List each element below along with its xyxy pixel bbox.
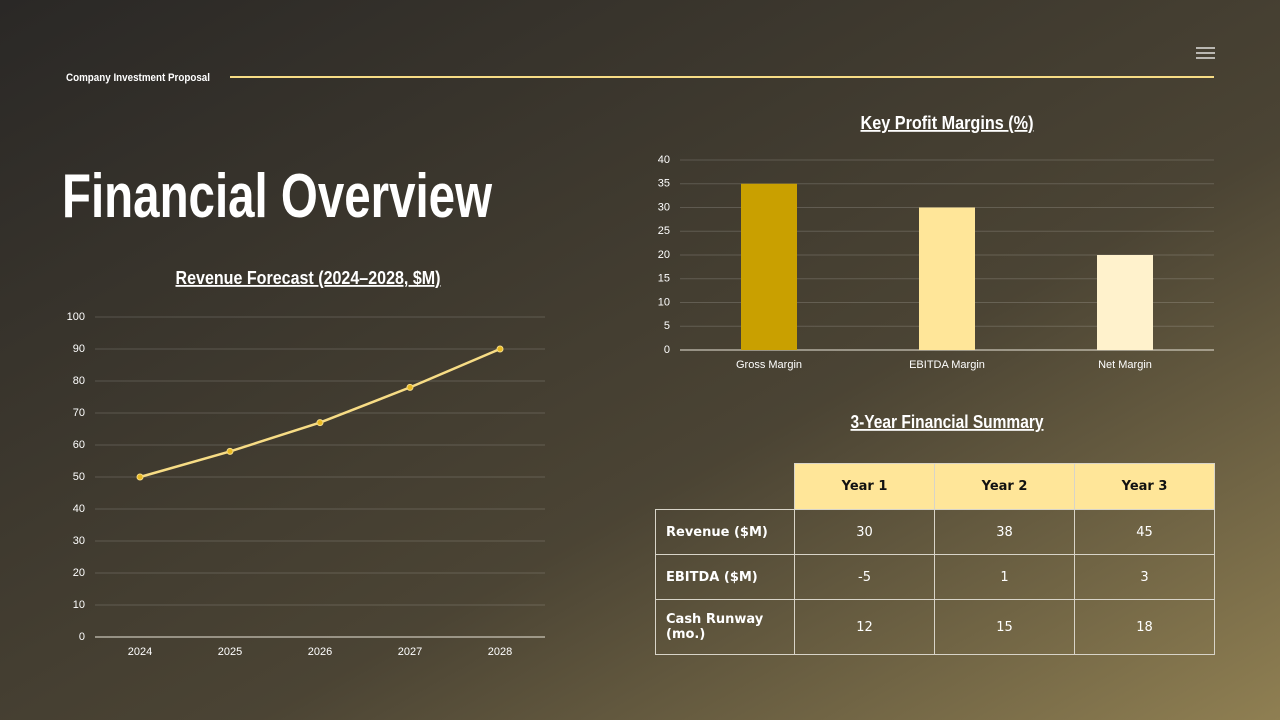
row-label: Cash Runway (mo.) xyxy=(655,599,795,655)
point xyxy=(136,473,144,481)
row-label: Revenue ($M) xyxy=(655,509,795,555)
row-label: EBITDA ($M) xyxy=(655,554,795,600)
column-header: Year 3 xyxy=(1074,463,1215,510)
cell: 12 xyxy=(794,599,935,655)
y-tick-label: 20 xyxy=(73,567,85,579)
y-tick-label: 10 xyxy=(73,599,85,611)
column-header: Year 2 xyxy=(934,463,1075,510)
cell: 15 xyxy=(934,599,1075,655)
cell: 30 xyxy=(794,509,935,555)
point xyxy=(406,383,414,391)
point xyxy=(226,447,234,455)
table-row: Revenue ($M) 30 38 45 xyxy=(655,509,1215,555)
corner xyxy=(655,463,795,510)
x-tick-label: EBITDA Margin xyxy=(909,359,985,371)
point xyxy=(316,419,324,427)
table-row: Cash Runway (mo.) 12 15 18 xyxy=(655,599,1215,655)
x-tick-label: 2028 xyxy=(488,646,512,658)
y-tick-label: 70 xyxy=(73,407,85,419)
x-tick-label: 2027 xyxy=(398,646,422,658)
y-tick-label: 0 xyxy=(664,344,670,356)
x-tick-label: 2026 xyxy=(308,646,332,658)
y-tick-label: 5 xyxy=(664,320,670,332)
y-tick-label: 30 xyxy=(73,535,85,547)
cell: 1 xyxy=(934,554,1075,600)
y-tick-label: 25 xyxy=(658,225,670,237)
cell: 18 xyxy=(1074,599,1215,655)
x-tick-label: 2025 xyxy=(218,646,242,658)
x-tick-label: Gross Margin xyxy=(736,359,802,371)
point xyxy=(496,345,504,353)
cell: 38 xyxy=(934,509,1075,555)
header-title: Company Investment Proposal xyxy=(66,72,210,84)
menu-icon[interactable] xyxy=(1196,47,1215,59)
x-tick-label: Net Margin xyxy=(1098,359,1152,371)
y-tick-label: 40 xyxy=(658,154,670,166)
table-row: EBITDA ($M) -5 1 3 xyxy=(655,554,1215,600)
page-title: Financial Overview xyxy=(62,162,493,231)
cell: 45 xyxy=(1074,509,1215,555)
summary-table: Year 1 Year 2 Year 3 Revenue ($M) 30 38 45 EBI… xyxy=(655,463,1215,655)
y-tick-label: 10 xyxy=(658,296,670,308)
table-title: 3-Year Financial Summary xyxy=(851,412,1044,432)
y-tick-label: 40 xyxy=(73,503,85,515)
column-header: Year 1 xyxy=(794,463,935,510)
bar xyxy=(741,183,797,350)
chart-title: Revenue Forecast (2024–2028, $M) xyxy=(176,268,441,288)
y-tick-label: 80 xyxy=(73,375,85,387)
y-tick-label: 90 xyxy=(73,343,85,355)
y-tick-label: 35 xyxy=(658,178,670,190)
cell: 3 xyxy=(1074,554,1215,600)
y-tick-label: 0 xyxy=(79,631,85,643)
x-tick-label: 2024 xyxy=(128,646,152,658)
y-tick-label: 50 xyxy=(73,471,85,483)
cell: -5 xyxy=(794,554,935,600)
bar xyxy=(919,207,975,350)
y-tick-label: 60 xyxy=(73,439,85,451)
y-tick-label: 30 xyxy=(658,201,670,213)
y-tick-label: 15 xyxy=(658,273,670,285)
chart-title: Key Profit Margins (%) xyxy=(861,113,1034,133)
bar xyxy=(1097,255,1153,350)
y-tick-label: 20 xyxy=(658,249,670,261)
y-tick-label: 100 xyxy=(67,311,85,323)
